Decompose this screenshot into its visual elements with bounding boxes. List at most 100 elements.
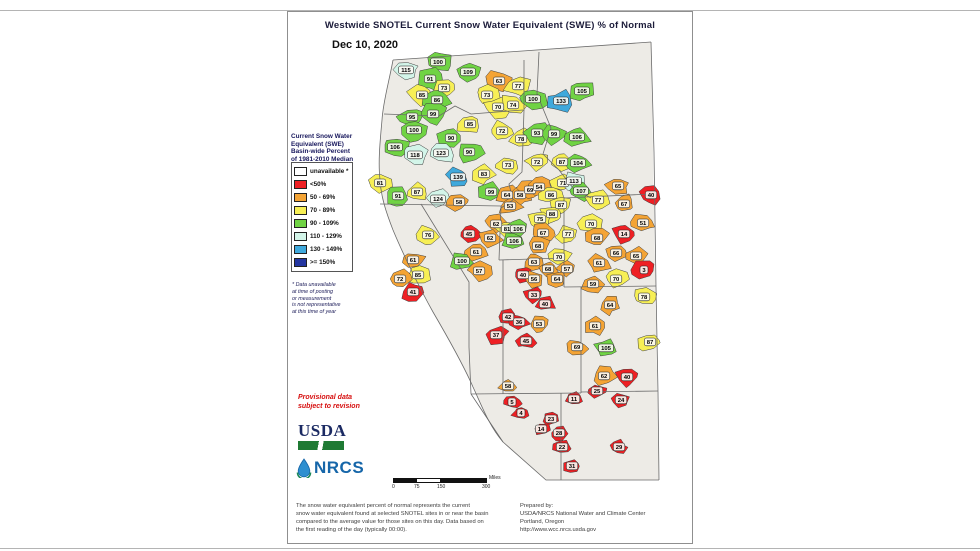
provisional-notice: Provisional data subject to revision	[298, 394, 360, 411]
basin-value-label: 106	[513, 227, 524, 233]
state-border-line	[383, 105, 524, 117]
basin-value-label: 14	[538, 427, 545, 433]
basin-label-chip	[571, 342, 584, 352]
basin-value-label: 85	[415, 273, 422, 279]
basin-label-chip	[473, 266, 486, 276]
basin-label-chip	[573, 186, 589, 196]
basin-label-chip	[534, 214, 547, 224]
basin-value-label: 105	[601, 346, 612, 352]
basin-label-chip	[485, 187, 498, 197]
basin-label-chip	[533, 182, 546, 192]
basin-value-label: 70	[613, 277, 620, 283]
basin-value-label: 58	[456, 200, 463, 206]
basin-label-chip	[610, 274, 623, 284]
basin-label-chip	[501, 190, 514, 200]
basin-value-label: 87	[647, 340, 654, 346]
legend-swatch	[294, 193, 307, 202]
basin-label-chip	[618, 199, 631, 209]
basin-label-chip	[585, 219, 598, 229]
basin-label-chip	[556, 157, 569, 167]
basin-value-label: 56	[531, 277, 538, 283]
basin-label-chip	[621, 372, 634, 382]
basin-label-chip	[531, 128, 544, 138]
basin-value-label: 3	[642, 268, 646, 274]
basin-label-chip	[545, 190, 558, 200]
page-divider-bottom	[0, 548, 980, 549]
basin-value-label: 64	[504, 193, 511, 199]
basin-value-label: 106	[572, 135, 583, 141]
legend-swatch	[294, 180, 307, 189]
basin-value-label: 23	[548, 417, 555, 423]
basin-value-label: 73	[484, 93, 491, 99]
basin-label-chip	[598, 343, 614, 353]
legend-item-label: 70 - 89%	[310, 207, 336, 214]
basin-label-chip	[555, 200, 568, 210]
basin-value-label: 99	[551, 132, 558, 138]
basin-value-label: 61	[410, 258, 417, 264]
basin-label-chip	[407, 255, 420, 265]
basin-label-chip	[539, 299, 552, 309]
basin-value-label: 124	[433, 197, 444, 203]
basin-label-chip	[464, 119, 477, 129]
basin-label-chip	[507, 397, 517, 407]
basin-value-label: 106	[390, 145, 401, 151]
basin-value-label: 65	[633, 254, 640, 260]
snotel-map-panel: 115 100 109 91 63 77 73 85 86 73 70 74 95 99 100 85 72 90…	[287, 11, 693, 544]
basin-value-label: 87	[414, 190, 421, 196]
basin-label-chip	[553, 252, 566, 262]
basin-value-label: 61	[596, 261, 603, 267]
basin-value-label: 62	[487, 236, 494, 242]
basin-value-label: 42	[505, 315, 512, 321]
state-borders	[378, 41, 660, 481]
basin-value-label: 87	[558, 203, 565, 209]
legend-swatch	[294, 245, 307, 254]
basin-value-label: 4	[519, 411, 523, 417]
basin-label-chip	[615, 395, 628, 405]
basin-label-chip	[427, 109, 440, 119]
basin-label-chip	[502, 160, 515, 170]
state-border-line	[378, 59, 504, 443]
basin-label-chip	[453, 197, 466, 207]
basin-value-label: 72	[499, 129, 506, 135]
legend-swatch	[294, 206, 307, 215]
basin-value-label: 53	[507, 204, 514, 210]
basin-label-chip	[568, 394, 581, 404]
scale-tick-label: 300	[482, 484, 491, 490]
basin-value-label: 77	[515, 84, 522, 90]
basin-label-chip	[412, 270, 425, 280]
basin-value-label: 109	[463, 70, 474, 76]
state-border-line	[502, 441, 659, 481]
basin-value-label: 70	[495, 105, 502, 111]
basin-label-chip	[490, 219, 503, 229]
basin-label-chip	[598, 371, 611, 381]
basin-value-label: 29	[616, 445, 623, 451]
basin-label-chip	[406, 112, 419, 122]
basin-label-chip	[613, 442, 626, 452]
scale-tick-label: 75	[414, 484, 420, 490]
basin-label-chip	[644, 337, 657, 347]
basin-value-label: 62	[601, 374, 608, 380]
basin-value-label: 91	[427, 77, 434, 83]
legend-item: 70 - 89%	[294, 204, 349, 217]
basin-label-chip	[553, 428, 566, 438]
basin-value-label: 78	[641, 295, 648, 301]
legend-item: <50%	[294, 178, 349, 191]
basin-value-label: 74	[510, 103, 517, 109]
basin-value-label: 59	[590, 282, 597, 288]
legend-item: >= 150%	[294, 256, 349, 269]
basin-label-chip	[374, 178, 387, 188]
basin-label-chip	[604, 300, 617, 310]
usda-stripes-icon	[298, 441, 344, 450]
basin-label-chip	[513, 317, 526, 327]
basin-value-label: 106	[509, 239, 520, 245]
basin-value-label: 54	[536, 185, 543, 191]
basin-value-label: 90	[466, 150, 473, 156]
basin-value-label: 40	[542, 302, 549, 308]
basin-label-chip	[406, 125, 422, 135]
basin-label-chip	[546, 209, 559, 219]
basin-label-chip	[561, 264, 574, 274]
basin-label-chip	[481, 90, 494, 100]
basin-value-label: 133	[556, 99, 567, 105]
basin-value-label: 85	[467, 122, 474, 128]
prepared-by-note: Prepared by: USDA/NRCS National Water an…	[520, 503, 646, 534]
